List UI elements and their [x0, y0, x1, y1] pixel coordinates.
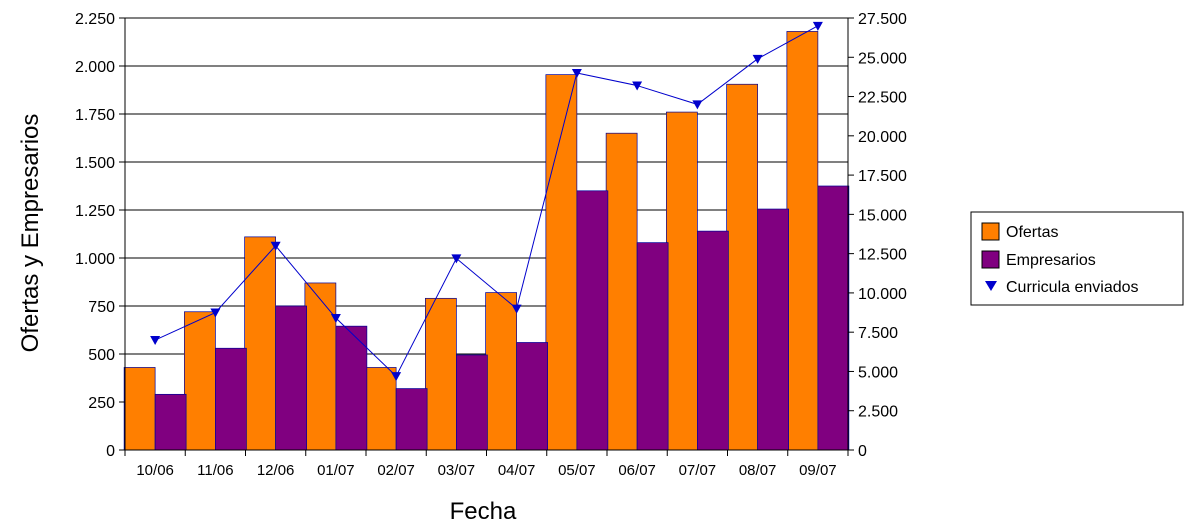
- y-tick-label: 1.250: [75, 203, 115, 220]
- bar-ofertas: [304, 282, 337, 451]
- bar-empresarios: [697, 230, 729, 451]
- bar-empresarios: [335, 325, 368, 451]
- bar-empresarios: [215, 347, 247, 451]
- x-tick-label: 03/07: [438, 462, 476, 479]
- bar-empresarios: [576, 190, 609, 451]
- x-tick-label: 07/07: [679, 462, 717, 479]
- x-tick-label: 02/07: [377, 462, 415, 479]
- y-right-tick-label: 7.500: [858, 325, 898, 342]
- y-right-tick-label: 2.500: [858, 404, 898, 421]
- point-curricula-enviados: [632, 81, 643, 91]
- bar-ofertas: [425, 297, 457, 451]
- legend-label-empresarios: Empresarios: [1006, 252, 1096, 269]
- bar-ofertas: [605, 132, 638, 451]
- y-right-tick-label: 15.000: [858, 207, 907, 224]
- x-tick-label: 04/07: [498, 462, 536, 479]
- y-tick-label: 250: [88, 395, 115, 412]
- bar-empresarios: [516, 342, 548, 451]
- x-tick-label: 05/07: [558, 462, 596, 479]
- y-tick-label: 500: [88, 347, 115, 364]
- x-axis-title: Fecha: [450, 498, 517, 524]
- legend-marker-curricula: [985, 281, 997, 291]
- line-series: [150, 21, 823, 382]
- y-tick-label: 1.500: [75, 155, 115, 172]
- y-tick-label: 1.000: [75, 251, 115, 268]
- x-tick-label: 10/06: [136, 462, 174, 479]
- bar-empresarios: [154, 393, 187, 451]
- point-curricula-enviados: [752, 54, 763, 64]
- bar-series: [123, 31, 850, 451]
- point-curricula-enviados: [571, 68, 582, 78]
- bar-ofertas: [786, 31, 819, 451]
- point-curricula-enviados: [511, 304, 522, 314]
- y-right-tick-label: 10.000: [858, 286, 907, 303]
- legend-swatch-empresarios: [981, 250, 1000, 269]
- y-tick-label: 0: [106, 443, 115, 460]
- bar-ofertas: [485, 292, 517, 451]
- y-tick-label: 2.250: [75, 11, 115, 28]
- bar-ofertas: [726, 83, 758, 451]
- bar-ofertas: [244, 236, 276, 451]
- y-right-tick-label: 12.500: [858, 247, 907, 264]
- point-curricula-enviados: [330, 314, 341, 324]
- bar-empresarios: [456, 354, 488, 451]
- bar-ofertas: [123, 367, 156, 451]
- bar-empresarios: [636, 242, 669, 451]
- x-tick-label: 09/07: [799, 462, 837, 479]
- legend-label-ofertas: Ofertas: [1006, 224, 1058, 241]
- bar-ofertas: [364, 367, 397, 451]
- point-curricula-enviados: [451, 254, 462, 264]
- y-right-tick-label: 25.000: [858, 50, 907, 67]
- bar-ofertas: [184, 311, 216, 451]
- y-tick-label: 1.750: [75, 107, 115, 124]
- y-right-tick-label: 22.500: [858, 90, 907, 107]
- bar-empresarios: [757, 208, 789, 451]
- y-right-tick-label: 17.500: [858, 168, 907, 185]
- bar-ofertas: [666, 111, 698, 451]
- legend-swatch-ofertas: [981, 222, 1000, 241]
- bar-ofertas: [545, 74, 578, 451]
- bar-empresarios: [395, 388, 428, 451]
- y-right-tick-label: 5.000: [858, 364, 898, 381]
- legend: Ofertas Empresarios Curricula enviados: [970, 211, 1184, 306]
- point-curricula-enviados: [391, 372, 402, 382]
- legend-box: [970, 211, 1184, 306]
- axes: 0 250 500 750 1.000 1.250 1.500 1.750 2.000 2.250…: [75, 11, 907, 479]
- point-curricula-enviados: [812, 21, 823, 31]
- point-curricula-enviados: [210, 308, 221, 318]
- y-axis-title: Ofertas y Empresarios: [17, 114, 44, 353]
- x-tick-label: 08/07: [739, 462, 777, 479]
- bar-empresarios: [817, 185, 850, 451]
- y-right-tick-label: 20.000: [858, 129, 907, 146]
- x-tick-label: 11/06: [197, 462, 233, 479]
- point-curricula-enviados: [692, 100, 703, 110]
- y-right-tick-label: 0: [858, 443, 867, 460]
- x-tick-label: 06/07: [618, 462, 656, 479]
- legend-label-curricula: Curricula enviados: [1006, 279, 1139, 296]
- y-tick-label: 2.000: [75, 59, 115, 76]
- x-tick-label: 01/07: [317, 462, 355, 479]
- point-curricula-enviados: [150, 336, 161, 346]
- line-curricula-enviados: [154, 25, 819, 377]
- y-right-tick-label: 27.500: [858, 11, 907, 28]
- point-curricula-enviados: [270, 241, 281, 251]
- bar-empresarios: [275, 305, 307, 451]
- y-tick-label: 750: [88, 299, 115, 316]
- x-tick-label: 12/06: [257, 462, 295, 479]
